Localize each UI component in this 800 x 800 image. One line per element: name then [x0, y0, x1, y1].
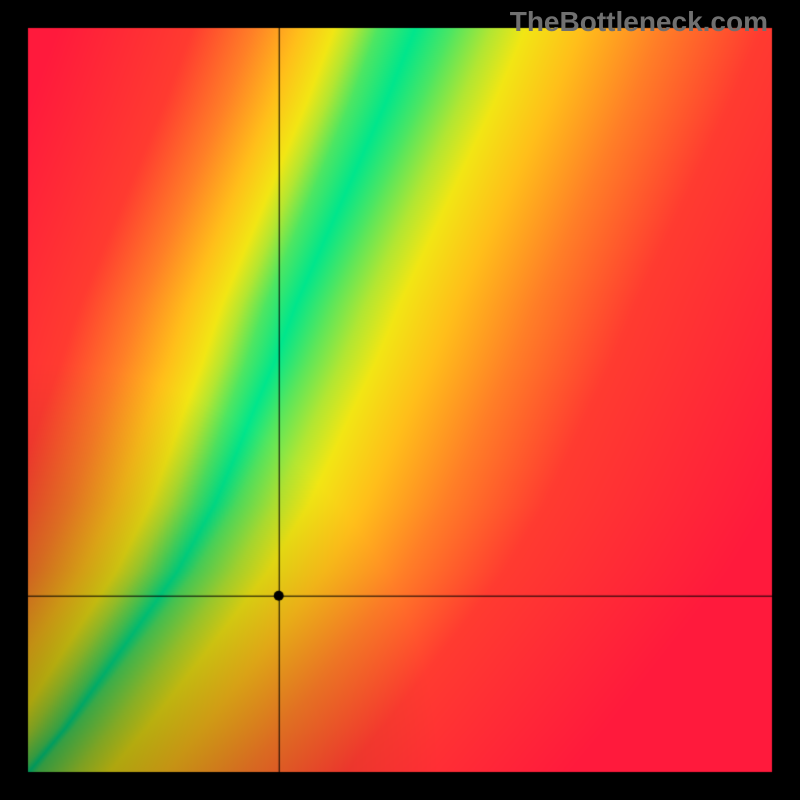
bottleneck-heatmap [0, 0, 800, 800]
chart-container: TheBottleneck.com [0, 0, 800, 800]
watermark-text: TheBottleneck.com [510, 6, 768, 38]
